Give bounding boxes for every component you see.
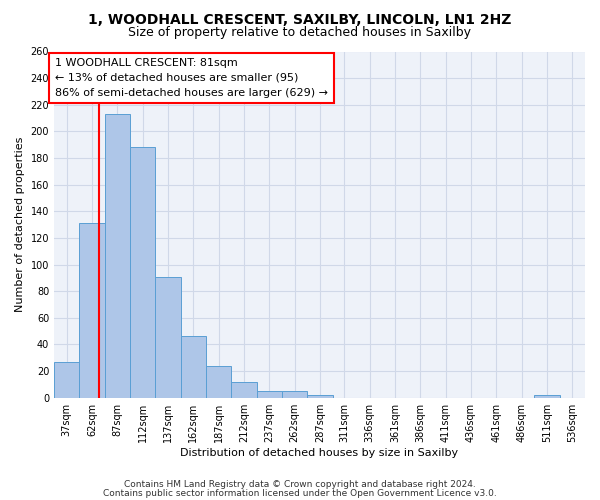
Y-axis label: Number of detached properties: Number of detached properties xyxy=(15,137,25,312)
Bar xyxy=(535,395,560,398)
Text: Contains HM Land Registry data © Crown copyright and database right 2024.: Contains HM Land Registry data © Crown c… xyxy=(124,480,476,489)
Text: Size of property relative to detached houses in Saxilby: Size of property relative to detached ho… xyxy=(128,26,472,39)
Text: 1, WOODHALL CRESCENT, SAXILBY, LINCOLN, LN1 2HZ: 1, WOODHALL CRESCENT, SAXILBY, LINCOLN, … xyxy=(88,12,512,26)
Bar xyxy=(282,391,307,398)
Bar xyxy=(232,382,257,398)
Bar xyxy=(307,395,332,398)
Bar xyxy=(155,276,181,398)
Bar xyxy=(206,366,232,398)
Bar xyxy=(181,336,206,398)
Bar xyxy=(130,148,155,398)
Text: 1 WOODHALL CRESCENT: 81sqm
← 13% of detached houses are smaller (95)
86% of semi: 1 WOODHALL CRESCENT: 81sqm ← 13% of deta… xyxy=(55,58,328,98)
X-axis label: Distribution of detached houses by size in Saxilby: Distribution of detached houses by size … xyxy=(181,448,458,458)
Bar xyxy=(54,362,79,398)
Bar xyxy=(79,224,105,398)
Text: Contains public sector information licensed under the Open Government Licence v3: Contains public sector information licen… xyxy=(103,488,497,498)
Bar xyxy=(105,114,130,398)
Bar xyxy=(257,391,282,398)
